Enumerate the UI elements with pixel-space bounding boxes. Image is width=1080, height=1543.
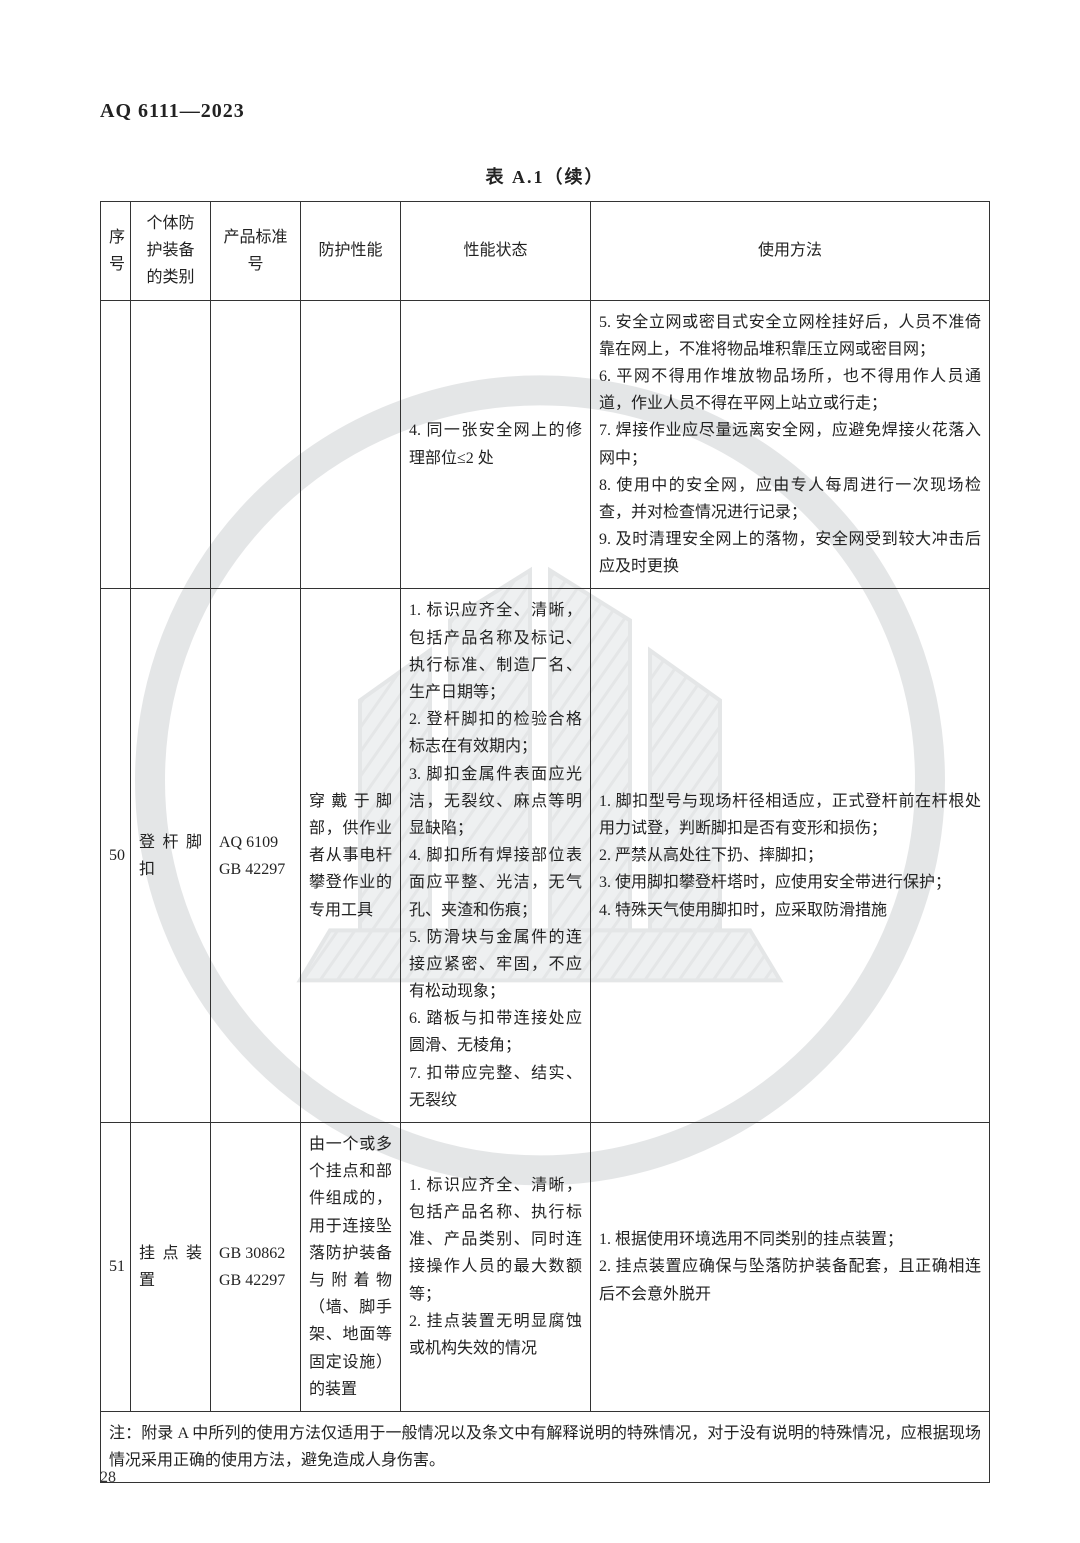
th-state: 性能状态 bbox=[401, 202, 591, 301]
cell-standard: AQ 6109GB 42297 bbox=[211, 589, 301, 1123]
cell-state: 1. 标识应齐全、清晰，包括产品名称及标记、执行标准、制造厂名、生产日期等；2.… bbox=[401, 589, 591, 1123]
table-note-row: 注：附录 A 中所列的使用方法仅适用于一般情况以及条文中有解释说明的特殊情况，对… bbox=[101, 1411, 990, 1482]
cell-standard: GB 30862GB 42297 bbox=[211, 1123, 301, 1412]
cell-seq: 51 bbox=[101, 1123, 131, 1412]
cell-category bbox=[131, 300, 211, 589]
table-row: 50 登杆脚扣 AQ 6109GB 42297 穿戴于脚部，供作业者从事电杆攀登… bbox=[101, 589, 990, 1123]
cell-performance: 由一个或多个挂点和部件组成的，用于连接坠落防护装备与附着物（墙、脚手架、地面等固… bbox=[301, 1123, 401, 1412]
cell-category: 登杆脚扣 bbox=[131, 589, 211, 1123]
cell-seq bbox=[101, 300, 131, 589]
table-header: 序号 个体防护装备的类别 产品标准号 防护性能 性能状态 使用方法 bbox=[101, 202, 990, 301]
appendix-table: 序号 个体防护装备的类别 产品标准号 防护性能 性能状态 使用方法 4. 同一张… bbox=[100, 201, 990, 1483]
cell-performance: 穿戴于脚部，供作业者从事电杆攀登作业的专用工具 bbox=[301, 589, 401, 1123]
cell-state: 1. 标识应齐全、清晰，包括产品名称、执行标准、产品类别、同时连接操作人员的最大… bbox=[401, 1123, 591, 1412]
table-row: 4. 同一张安全网上的修理部位≤2 处 5. 安全立网或密目式安全立网栓挂好后，… bbox=[101, 300, 990, 589]
th-performance: 防护性能 bbox=[301, 202, 401, 301]
table-caption: 表 A.1（续） bbox=[100, 163, 990, 189]
th-seq: 序号 bbox=[101, 202, 131, 301]
table-row: 51 挂点装置 GB 30862GB 42297 由一个或多个挂点和部件组成的，… bbox=[101, 1123, 990, 1412]
cell-performance bbox=[301, 300, 401, 589]
cell-usage: 5. 安全立网或密目式安全立网栓挂好后，人员不准倚靠在网上，不准将物品堆积靠压立… bbox=[591, 300, 990, 589]
table-note: 注：附录 A 中所列的使用方法仅适用于一般情况以及条文中有解释说明的特殊情况，对… bbox=[101, 1411, 990, 1482]
cell-seq: 50 bbox=[101, 589, 131, 1123]
document-code: AQ 6111—2023 bbox=[100, 100, 990, 123]
cell-state: 4. 同一张安全网上的修理部位≤2 处 bbox=[401, 300, 591, 589]
th-standard: 产品标准号 bbox=[211, 202, 301, 301]
cell-category: 挂点装置 bbox=[131, 1123, 211, 1412]
cell-usage: 1. 根据使用环境选用不同类别的挂点装置；2. 挂点装置应确保与坠落防护装备配套… bbox=[591, 1123, 990, 1412]
page-container: AQ 6111—2023 表 A.1（续） 序号 个体防护装备的类别 产品标准号… bbox=[0, 0, 1080, 1543]
th-category: 个体防护装备的类别 bbox=[131, 202, 211, 301]
cell-usage: 1. 脚扣型号与现场杆径相适应，正式登杆前在杆根处用力试登，判断脚扣是否有变形和… bbox=[591, 589, 990, 1123]
th-usage: 使用方法 bbox=[591, 202, 990, 301]
cell-standard bbox=[211, 300, 301, 589]
